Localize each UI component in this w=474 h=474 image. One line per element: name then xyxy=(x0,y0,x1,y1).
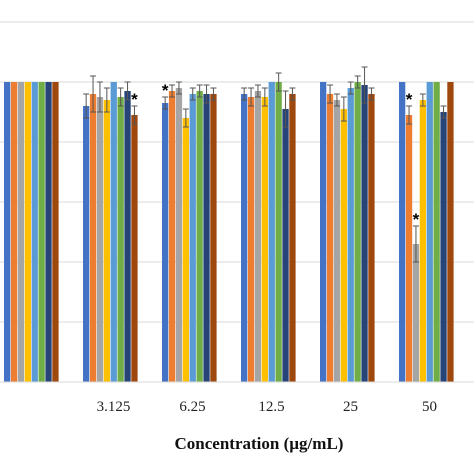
bar xyxy=(268,82,275,382)
bar xyxy=(45,82,52,382)
bar xyxy=(189,94,196,382)
bar xyxy=(110,82,117,382)
gridlines xyxy=(0,21,474,323)
bar xyxy=(182,118,189,382)
bar xyxy=(247,97,255,382)
bar xyxy=(405,115,413,382)
bar xyxy=(117,97,124,382)
bar xyxy=(38,82,45,382)
bar xyxy=(368,94,375,382)
bar xyxy=(31,82,38,382)
bar xyxy=(426,82,433,382)
bar xyxy=(320,82,327,382)
bar xyxy=(275,82,282,382)
bar xyxy=(89,94,97,382)
bar xyxy=(96,97,104,382)
bar xyxy=(10,82,18,382)
bar xyxy=(433,82,440,382)
x-tick-label: 12.5 xyxy=(258,399,284,415)
x-tick-label: 25 xyxy=(343,399,358,415)
bar xyxy=(282,109,289,382)
bar xyxy=(447,82,454,382)
significance-star: * xyxy=(406,90,413,109)
bar xyxy=(52,82,59,382)
bar xyxy=(196,91,203,382)
significance-star: * xyxy=(131,90,138,109)
bar xyxy=(419,100,426,382)
bar xyxy=(354,82,361,382)
bar xyxy=(83,106,90,382)
bar xyxy=(440,112,447,382)
bar xyxy=(241,94,248,382)
bar xyxy=(168,91,176,382)
bar-series xyxy=(4,82,454,382)
bar xyxy=(131,115,138,382)
bar xyxy=(103,100,110,382)
significance-star: * xyxy=(162,81,169,100)
bar xyxy=(347,88,354,382)
bar xyxy=(124,91,131,382)
bar xyxy=(289,94,296,382)
bar xyxy=(4,82,11,382)
x-tick-label: 50 xyxy=(422,399,437,415)
bar xyxy=(361,85,368,382)
bar xyxy=(399,82,406,382)
bar xyxy=(210,94,217,382)
bar xyxy=(412,244,420,382)
bar xyxy=(17,82,25,382)
bar xyxy=(162,103,169,382)
x-tick-label: 3.125 xyxy=(97,399,131,415)
bar xyxy=(254,91,262,382)
x-axis-title: Concentration (µg/mL) xyxy=(175,434,344,453)
significance-markers: ********* xyxy=(131,81,420,229)
bar xyxy=(340,109,347,382)
bar xyxy=(203,94,210,382)
bar xyxy=(326,94,334,382)
error-bars xyxy=(83,66,447,263)
bar xyxy=(175,88,183,382)
significance-star: * xyxy=(413,210,420,229)
bar xyxy=(261,97,268,382)
bar xyxy=(333,100,341,382)
bar xyxy=(24,82,31,382)
x-tick-label: 6.25 xyxy=(179,399,205,415)
